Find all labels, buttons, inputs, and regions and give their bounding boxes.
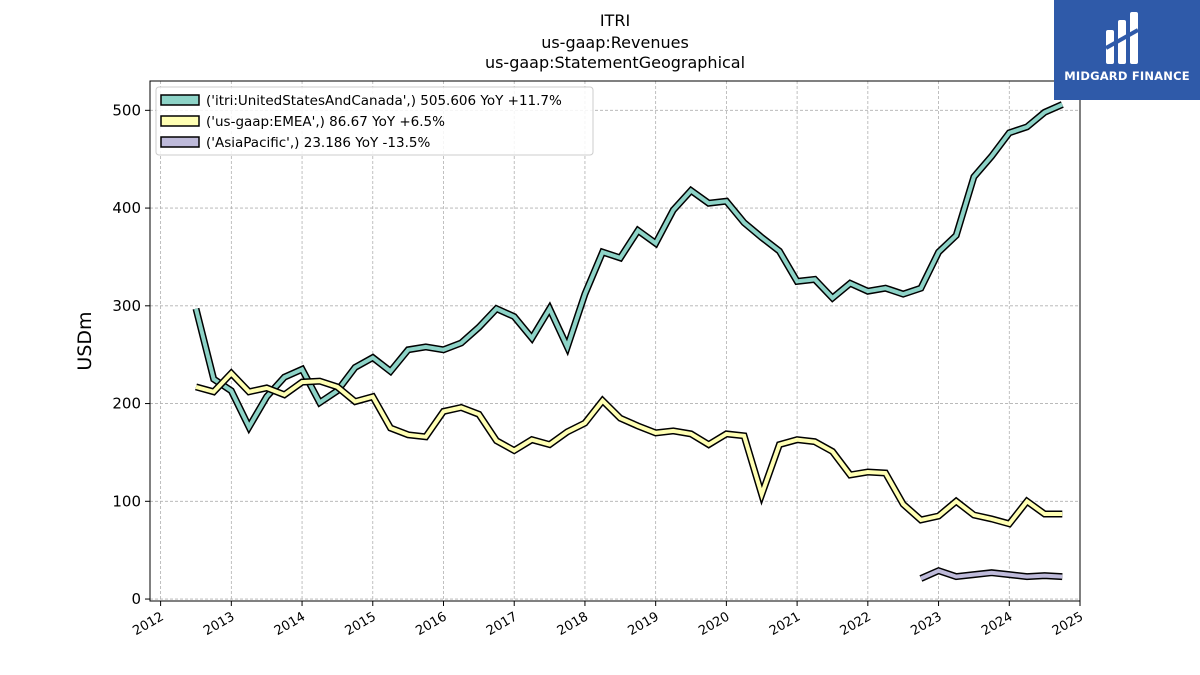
chart-title: ITRI us-gaap:Revenues us-gaap:StatementG… (485, 11, 745, 72)
legend-swatch (160, 115, 200, 127)
series-2 (195, 368, 1063, 528)
series-line (920, 568, 1063, 581)
legend-entry: ('AsiaPacific',) 23.186 YoY -13.5% (206, 135, 430, 151)
y-tick-label: 0 (131, 590, 141, 608)
legend-swatch (160, 94, 200, 106)
x-tick-label: 2015 (343, 609, 379, 639)
x-tick-label: 2012 (130, 609, 166, 639)
x-tick-label: 2022 (838, 609, 874, 639)
logo-mark-icon (1105, 12, 1139, 64)
gridlines (150, 81, 1081, 601)
y-tick-label: 300 (112, 297, 141, 315)
title-line-1: ITRI (600, 11, 630, 30)
legend: ('itri:UnitedStatesAndCanada',) 505.606 … (155, 86, 594, 156)
series-3 (919, 566, 1063, 582)
y-tick-label: 500 (112, 101, 141, 119)
legend-entry: ('itri:UnitedStatesAndCanada',) 505.606 … (206, 93, 562, 109)
plot-frame (149, 80, 1081, 602)
logo-text: MIDGARD FINANCE (1064, 69, 1190, 83)
y-axis-ticks: 0 100 200 300 400 500 (112, 101, 150, 608)
x-axis-ticks: 2012 2013 2014 2015 2016 2017 2018 2019 2020 2021… (130, 601, 1086, 639)
x-tick-label: 2016 (413, 609, 449, 639)
x-tick-label: 2018 (555, 609, 591, 639)
series-lines (192, 101, 1064, 582)
y-tick-label: 100 (112, 492, 141, 510)
x-tick-label: 2024 (979, 609, 1015, 639)
x-tick-label: 2021 (767, 609, 803, 639)
x-tick-label: 2020 (696, 609, 732, 639)
legend-swatch (160, 136, 200, 148)
x-tick-label: 2014 (272, 609, 308, 639)
legend-box (155, 86, 594, 156)
x-tick-label: 2023 (908, 609, 944, 639)
legend-entry: ('us-gaap:EMEA',) 86.67 YoY +6.5% (206, 114, 445, 130)
title-line-2: us-gaap:Revenues (541, 33, 689, 52)
title-line-3: us-gaap:StatementGeographical (485, 53, 745, 72)
y-tick-label: 200 (112, 395, 141, 413)
x-tick-label: 2019 (626, 609, 662, 639)
x-tick-label: 2013 (201, 609, 237, 639)
y-tick-label: 400 (112, 199, 141, 217)
series-line (195, 370, 1063, 527)
x-tick-label: 2017 (484, 609, 520, 639)
y-axis-label: USDm (74, 311, 96, 370)
x-tick-label: 2025 (1050, 609, 1086, 639)
midgard-finance-logo: MIDGARD FINANCE (1054, 0, 1200, 100)
